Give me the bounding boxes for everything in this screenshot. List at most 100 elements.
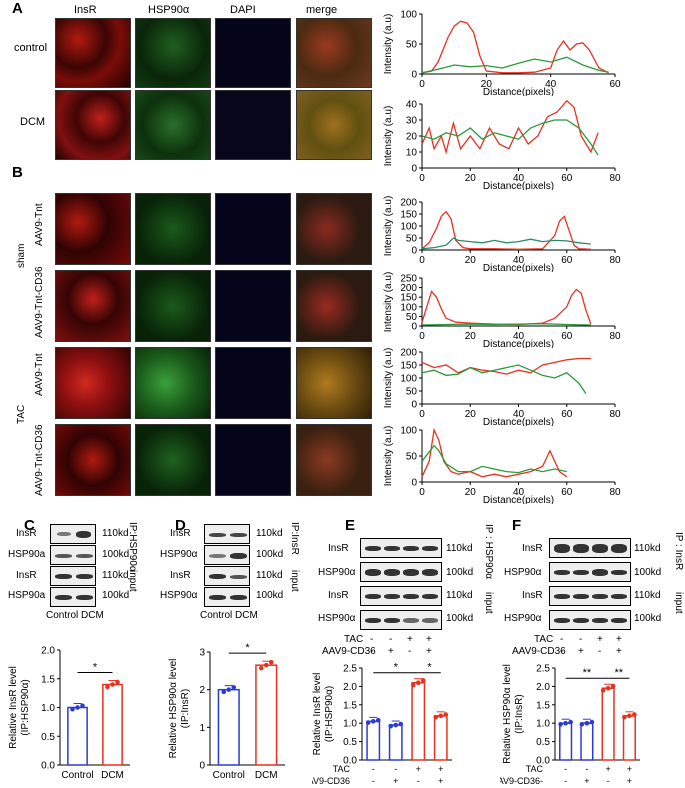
micrograph-b4-insr	[55, 424, 131, 496]
c-kd-1: 110kd	[102, 528, 129, 539]
data-point	[258, 665, 264, 671]
line-plot-b4: 0 50 100 0 20 40 60 80 Distance(pixels) Intensity…	[383, 426, 621, 505]
y-tick-label: 2	[199, 685, 205, 696]
x-tick-label: 20	[465, 409, 477, 420]
row-label-control: control	[14, 42, 48, 54]
c-blot-label-3: InsR	[16, 570, 37, 581]
y-tick-label: 50	[406, 452, 418, 463]
bar	[411, 681, 426, 761]
x-tick-label: +	[627, 776, 632, 786]
y-tick-label: 1.5	[41, 674, 55, 685]
data-point	[563, 720, 568, 726]
x-tick-label: 0	[419, 487, 425, 498]
y-axis-label-2: (IP:HSP90α)	[20, 679, 31, 735]
x-axis-label: Distance(pixels)	[483, 339, 554, 348]
d-kd-4: 100kd	[256, 590, 284, 601]
x-tick-label: -	[607, 776, 610, 786]
e-aav-4: +	[426, 646, 432, 657]
series-line-red	[421, 210, 591, 250]
y-tick-label: 0	[411, 400, 417, 411]
e-ip-label: IP : HSP90α	[483, 524, 494, 580]
x-tick-label: 60	[561, 487, 573, 498]
x-tick-label: 80	[609, 173, 621, 184]
series-line-red	[421, 20, 609, 74]
x-row-label: TAC	[333, 764, 351, 774]
y-axis-label: Intensity (a.u)	[383, 272, 394, 332]
panel-label-a: A	[12, 0, 23, 17]
d-blot-2	[204, 545, 250, 565]
data-point	[605, 685, 611, 691]
x-tick-label: +	[416, 764, 421, 774]
data-point	[388, 723, 394, 729]
data-point	[365, 720, 371, 725]
micrograph-b3-insr	[55, 347, 131, 419]
e-blot-2	[360, 562, 442, 582]
x-tick-label: 20	[465, 331, 477, 342]
y-tick-label: 100	[400, 10, 417, 21]
d-blot-4	[204, 587, 250, 607]
x-tick-label: 80	[609, 487, 621, 498]
x-tick-label: 60	[561, 409, 573, 420]
data-point	[221, 689, 227, 695]
d-blot-label-4: HSP90α	[160, 590, 198, 601]
y-tick-label: 0	[411, 70, 417, 81]
panel-label-d: D	[175, 517, 186, 534]
line-plot-a-dcm: 0 10 20 30 40 0 20 40 60 80 Distance(pixels) Intens…	[383, 99, 621, 191]
col-header-insr: InsR	[74, 4, 97, 16]
data-point	[398, 721, 404, 727]
data-point	[393, 722, 399, 728]
d-blot-label-2: HSP90α	[160, 549, 198, 560]
micrograph-b3-merge	[296, 347, 372, 419]
y-tick-label: 50	[406, 387, 418, 398]
series-line-green	[421, 444, 567, 474]
y-tick-label: 0	[411, 164, 417, 175]
data-point	[568, 719, 573, 725]
x-tick-label: 40	[513, 173, 525, 184]
x-row-label: AAV9-CD36-	[500, 776, 543, 786]
data-point	[105, 684, 110, 690]
bar	[580, 722, 594, 761]
e-blot-1	[360, 538, 442, 558]
e-tac-label: TAC	[344, 634, 364, 645]
e-blot-label-1: InsR	[328, 543, 349, 554]
micrograph-b4-dapi	[215, 424, 291, 496]
bar	[601, 687, 615, 761]
x-row-label: AAV9-CD36	[312, 776, 350, 786]
f-blot-label-1: InsR	[522, 543, 543, 554]
x-tick-label: 60	[561, 173, 573, 184]
panel-label-f: F	[512, 517, 522, 534]
x-tick-label: 20	[465, 487, 477, 498]
data-point	[226, 687, 232, 692]
f-tac-label: TAC	[534, 634, 554, 645]
x-tick-label: 0	[419, 173, 425, 184]
bar-chart-c: 0.0 0.5 1.0 1.5 2.0 Relative InsR level (IP:HS…	[8, 646, 130, 781]
micrograph-b4-merge	[296, 424, 372, 496]
data-point	[443, 712, 449, 717]
e-input-label: input	[483, 592, 494, 614]
c-lane-labels: Control DCM	[46, 610, 104, 621]
e-aav-3: -	[408, 646, 412, 657]
c-input-label: input	[127, 570, 138, 592]
micrograph-b3-dapi	[215, 347, 291, 419]
y-axis-label-2: (IP:InsR)	[180, 689, 191, 728]
micrograph-b2-hsp	[135, 270, 211, 342]
series-line-red	[421, 357, 591, 375]
y-tick-label: 0.0	[536, 756, 550, 767]
series-line-red	[421, 99, 599, 155]
c-blot-4	[50, 587, 96, 607]
d-blot-label-1: InsR	[170, 528, 191, 539]
bar	[102, 683, 123, 766]
y-axis-label: Intensity (a.u)	[383, 14, 394, 75]
series-line-green	[421, 119, 599, 156]
y-tick-label: 100	[400, 426, 417, 437]
x-tick-label: 60	[609, 79, 621, 90]
x-row-label: TAC	[526, 764, 544, 774]
data-point	[632, 712, 637, 717]
f-tac-3: +	[597, 634, 603, 645]
y-tick-label: 150	[400, 210, 417, 221]
f-aav-4: +	[616, 646, 622, 657]
micrograph-b2-insr	[55, 270, 131, 342]
micrograph-a-dcm-merge	[296, 90, 372, 160]
y-tick-label: 30	[406, 116, 418, 127]
y-tick-label: 150	[400, 361, 417, 372]
